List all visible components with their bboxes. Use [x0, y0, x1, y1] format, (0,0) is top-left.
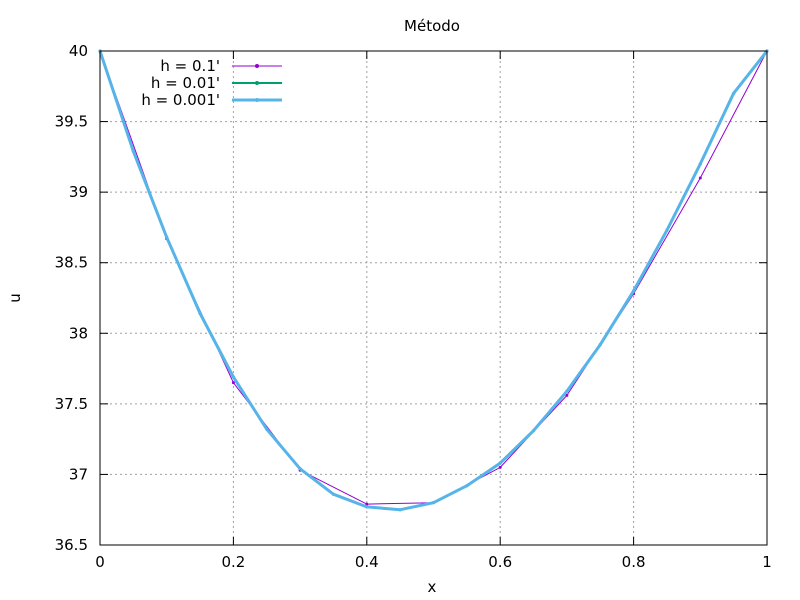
y-axis-title: u	[6, 293, 24, 303]
x-tick-label: 0.4	[355, 553, 379, 571]
data-point	[365, 505, 369, 509]
data-point	[298, 467, 302, 471]
legend-marker	[255, 81, 259, 85]
y-tick-label: 37	[69, 465, 88, 483]
data-point	[598, 342, 602, 347]
data-point	[131, 149, 135, 153]
grid	[100, 51, 767, 545]
x-tick-label: 0.2	[221, 553, 245, 571]
legend-label: h = 0.1'	[160, 57, 220, 75]
plot-frame	[99, 50, 768, 546]
data-point	[198, 311, 202, 316]
legend-marker	[255, 64, 259, 68]
data-point	[732, 91, 736, 95]
data-point	[632, 289, 636, 293]
data-point	[231, 375, 235, 379]
data-point	[665, 228, 669, 232]
data-point	[398, 508, 402, 512]
y-tick-label: 36.5	[55, 536, 88, 554]
data-point	[165, 235, 169, 239]
data-point	[565, 389, 569, 393]
data-point	[531, 429, 536, 433]
x-tick-label: 1	[762, 553, 772, 571]
data-point	[698, 162, 702, 166]
series-line-1	[99, 50, 768, 505]
x-tick-label: 0	[95, 553, 105, 571]
series-layer	[98, 49, 769, 512]
ticks: 0 0.2 0.4 0.6 0.8 1 36.5 37 37.5 38 38.5 39 39.5 40	[55, 42, 772, 571]
y-tick-label: 40	[69, 42, 88, 60]
x-axis-title: x	[428, 578, 437, 596]
y-tick-label: 37.5	[55, 395, 88, 413]
x-tick-label: 0.8	[622, 553, 646, 571]
legend: h = 0.1'h = 0.01'h = 0.001'	[141, 57, 282, 109]
legend-label: h = 0.001'	[141, 91, 220, 109]
data-point	[698, 176, 702, 180]
y-tick-label: 39.5	[55, 113, 88, 131]
chart-title: Método	[404, 17, 460, 35]
data-point	[365, 502, 369, 506]
data-point	[498, 465, 502, 469]
data-point	[265, 427, 269, 431]
data-point	[431, 501, 436, 505]
data-point	[331, 492, 336, 496]
data-point	[498, 461, 502, 465]
y-tick-label: 38.5	[55, 254, 88, 272]
series-line-3	[98, 49, 769, 512]
legend-label: h = 0.01'	[151, 74, 220, 92]
legend-marker	[255, 98, 259, 102]
y-tick-label: 38	[69, 324, 88, 342]
data-point	[231, 381, 235, 385]
data-point	[465, 484, 469, 488]
data-point	[565, 393, 569, 397]
y-tick-label: 39	[69, 183, 88, 201]
series-line-2	[99, 50, 768, 511]
x-tick-label: 0.6	[488, 553, 512, 571]
